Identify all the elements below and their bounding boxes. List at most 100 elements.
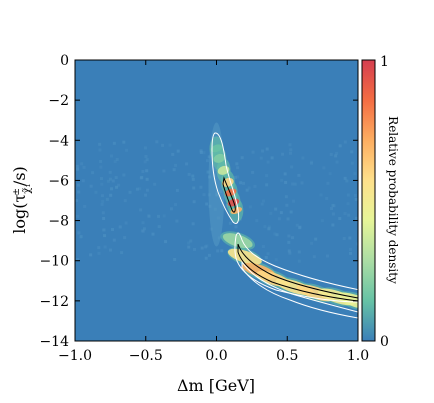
y-tick-label: −10 [39,254,69,270]
noise-cell [145,169,149,173]
noise-cell [349,251,353,255]
noise-cell [287,240,291,244]
noise-cell [207,155,211,159]
noise-cell [213,173,217,177]
noise-cell [205,244,209,248]
noise-cell [346,202,350,206]
noise-cell [290,165,294,169]
noise-cell [191,177,195,181]
noise-cell [110,187,114,191]
noise-cell [82,165,86,169]
noise-cell [187,241,191,245]
y-tick-label: −14 [39,334,69,350]
noise-cell [253,184,257,188]
noise-cell [122,140,126,144]
noise-cell [310,241,314,245]
noise-cell [100,194,104,198]
noise-cell [192,200,196,204]
colorbar-min-label: 0 [380,334,389,350]
noise-cell [113,160,117,164]
noise-cell [202,193,206,197]
noise-cell [117,183,121,187]
noise-cell [140,229,144,233]
noise-cell [266,160,270,164]
noise-cell [287,234,291,238]
noise-cell [329,152,333,156]
noise-cell [264,255,268,259]
noise-cell [220,249,224,253]
y-tick-label: −6 [48,173,69,189]
noise-cell [309,161,313,165]
noise-cell [348,236,352,240]
noise-cell [216,216,220,220]
noise-cell [310,160,314,164]
noise-cell [143,146,147,150]
noise-cell [319,193,323,197]
noise-cell [83,204,87,208]
noise-cell [151,232,155,236]
noise-cell [109,193,113,197]
colorbar [361,59,376,342]
noise-cell [80,162,84,166]
noise-cell [157,225,161,229]
noise-cell [255,219,259,223]
y-axis-label-tail: /s) [10,166,29,186]
noise-cell [283,172,287,176]
noise-cell [103,234,107,238]
noise-cell [265,183,269,187]
noise-cell [204,256,208,260]
noise-cell [100,202,104,206]
noise-cell [153,182,157,186]
x-axis-ticks: −1.0 −0.5 0.0 0.5 1.0 [58,60,369,364]
noise-cell [330,207,334,211]
noise-cell [128,190,132,194]
noise-cell [291,182,295,186]
noise-cell [144,193,148,197]
noise-cell [175,219,179,223]
credible-region-contours [211,132,358,319]
noise-cell [342,236,346,240]
noise-cell [331,212,335,216]
noise-cell [141,169,145,173]
noise-cell [91,171,95,175]
noise-cell [204,245,208,249]
noise-cell [115,157,119,161]
noise-cell [215,190,219,194]
noise-cell [262,199,266,203]
noise-cell [331,223,335,227]
noise-cell [125,148,129,152]
noise-cell [143,160,147,164]
noise-cell [215,193,219,197]
noise-cell [109,248,113,252]
y-axis-label-subscript: χ̃₁ [22,184,33,194]
y-axis-label: log(τχ̃₁± /s) [10,166,33,234]
noise-cell [292,199,296,203]
noise-cell [187,172,191,176]
noise-cell [205,202,209,206]
noise-cell [99,159,103,163]
lower-band-inner-contour [237,243,358,302]
noise-cell [112,238,116,242]
noise-cell [215,193,219,197]
noise-cell [76,214,80,218]
noise-cell [120,251,124,255]
noise-cell [269,211,273,215]
lower-band-density-cell [227,248,262,265]
noise-cell [191,174,195,178]
noise-cell [267,227,271,231]
noise-cell [79,234,83,238]
colorbar-label: Relative probability density [386,116,400,284]
noise-cell [101,228,105,232]
noise-cell [275,233,279,237]
noise-cell [192,186,196,190]
noise-cell [273,232,277,236]
noise-cell [162,169,166,173]
noise-cell [135,187,139,191]
noise-cell [343,140,347,144]
noise-cell [108,170,112,174]
noise-cell [142,227,146,231]
noise-cell [173,257,177,261]
noise-cell [295,223,299,227]
noise-cell [325,196,329,200]
